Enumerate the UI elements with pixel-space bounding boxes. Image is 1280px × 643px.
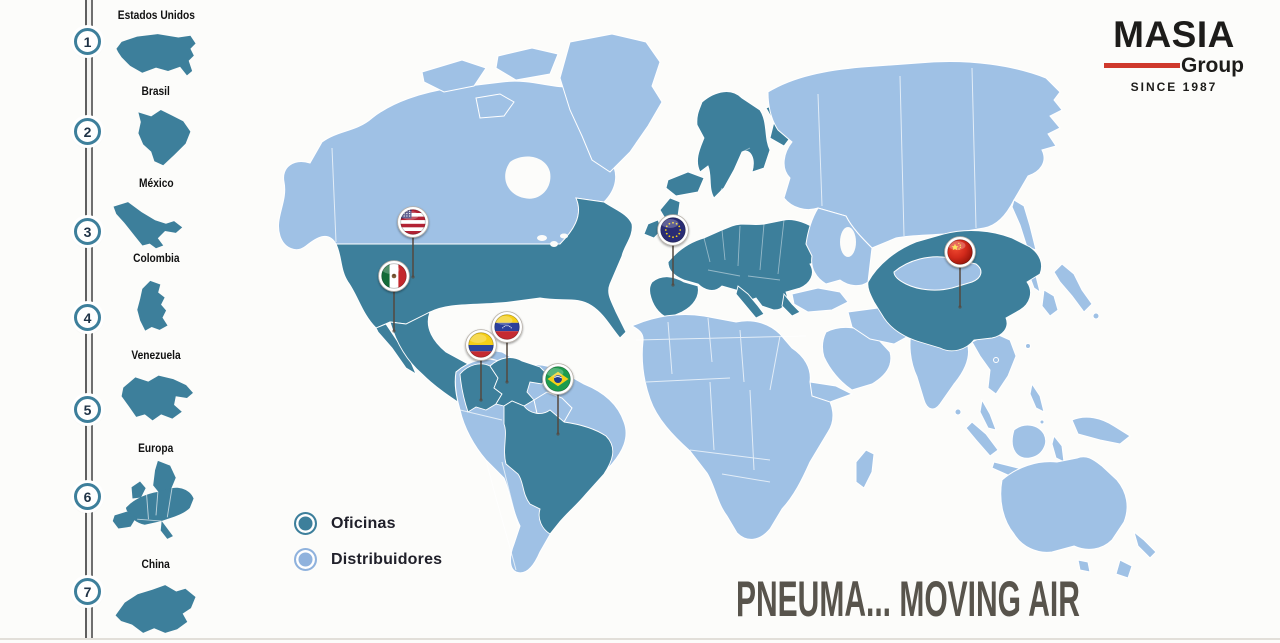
- legend-row-distributors: Distribuidores: [294, 548, 442, 571]
- sidebar-item-europa: Europa: [106, 439, 206, 553]
- step-number-label: 5: [83, 401, 92, 418]
- brazil-flag-icon: [545, 366, 571, 392]
- step-number-1: 1: [74, 28, 101, 55]
- logo-group-word: Group: [1181, 54, 1244, 77]
- country-label: México: [138, 176, 174, 190]
- usa-flag-icon: [400, 209, 426, 235]
- colombia-silhouette-icon: [137, 280, 168, 331]
- pin-estados-unidos: [397, 206, 429, 279]
- step-number-label: 3: [83, 223, 92, 240]
- sidebar-item-venezuela: Venezuela: [106, 346, 206, 430]
- mexico-flag-icon: [381, 263, 407, 289]
- sidebar-item-china: China: [106, 555, 206, 643]
- brazil-silhouette-icon: [138, 110, 191, 166]
- logo-brand: MASIA: [1113, 14, 1235, 55]
- sidebar-item-colombia: Colombia: [106, 249, 206, 349]
- usa-silhouette-icon: [116, 34, 196, 76]
- eu-flag-icon: [660, 217, 686, 243]
- company-logo: MASIA Group SINCE 1987: [1104, 16, 1244, 94]
- offices-legend-label: Oficinas: [331, 514, 396, 532]
- step-number-label: 4: [83, 309, 92, 326]
- china-flag-icon: [947, 239, 973, 265]
- step-number-4: 4: [74, 304, 101, 331]
- sidebar-item-mexico: México: [106, 174, 206, 250]
- step-number-5: 5: [74, 396, 101, 423]
- step-number-label: 1: [83, 33, 92, 50]
- world-map: [278, 33, 1157, 578]
- venezuela-flag-icon: [494, 314, 520, 340]
- pin-venezuela: [491, 311, 523, 384]
- step-number-label: 7: [83, 583, 92, 600]
- step-number-label: 2: [83, 123, 92, 140]
- country-label: Venezuela: [131, 348, 181, 362]
- country-label: Estados Unidos: [117, 8, 195, 22]
- pin-mexico: [378, 260, 410, 333]
- europe-silhouette-icon: [112, 460, 194, 539]
- pin-brasil: [542, 363, 574, 436]
- mexico-silhouette-icon: [113, 202, 183, 249]
- country-label: Brasil: [141, 84, 171, 98]
- step-number-label: 6: [83, 488, 92, 505]
- distributors-legend-marker-icon: [294, 548, 317, 571]
- step-number-6: 6: [74, 483, 101, 510]
- distributors-legend-label: Distribuidores: [331, 550, 443, 568]
- pin-china: [944, 236, 976, 309]
- country-label: Colombia: [132, 251, 180, 265]
- china-silhouette-icon: [115, 585, 196, 633]
- country-label: China: [141, 557, 171, 571]
- country-label: Europa: [138, 441, 174, 455]
- sidebar-item-estados-unidos: Estados Unidos: [106, 6, 206, 80]
- logo-since: SINCE 1987: [1130, 80, 1218, 94]
- step-number-2: 2: [74, 118, 101, 145]
- pin-europa: [657, 214, 689, 287]
- logo-red-line: [1104, 63, 1180, 68]
- legend-row-offices: Oficinas: [294, 512, 442, 535]
- colombia-flag-icon: [468, 332, 494, 358]
- bottom-divider: [0, 638, 1280, 640]
- step-number-3: 3: [74, 218, 101, 245]
- tagline: PNEUMA... MOVING AIR: [736, 571, 1080, 627]
- offices-legend-marker-icon: [294, 512, 317, 535]
- legend: Oficinas Distribuidores: [294, 512, 442, 584]
- step-number-7: 7: [74, 578, 101, 605]
- pin-colombia: [465, 329, 497, 402]
- venezuela-silhouette-icon: [121, 375, 193, 421]
- sidebar-item-brasil: Brasil: [106, 82, 206, 174]
